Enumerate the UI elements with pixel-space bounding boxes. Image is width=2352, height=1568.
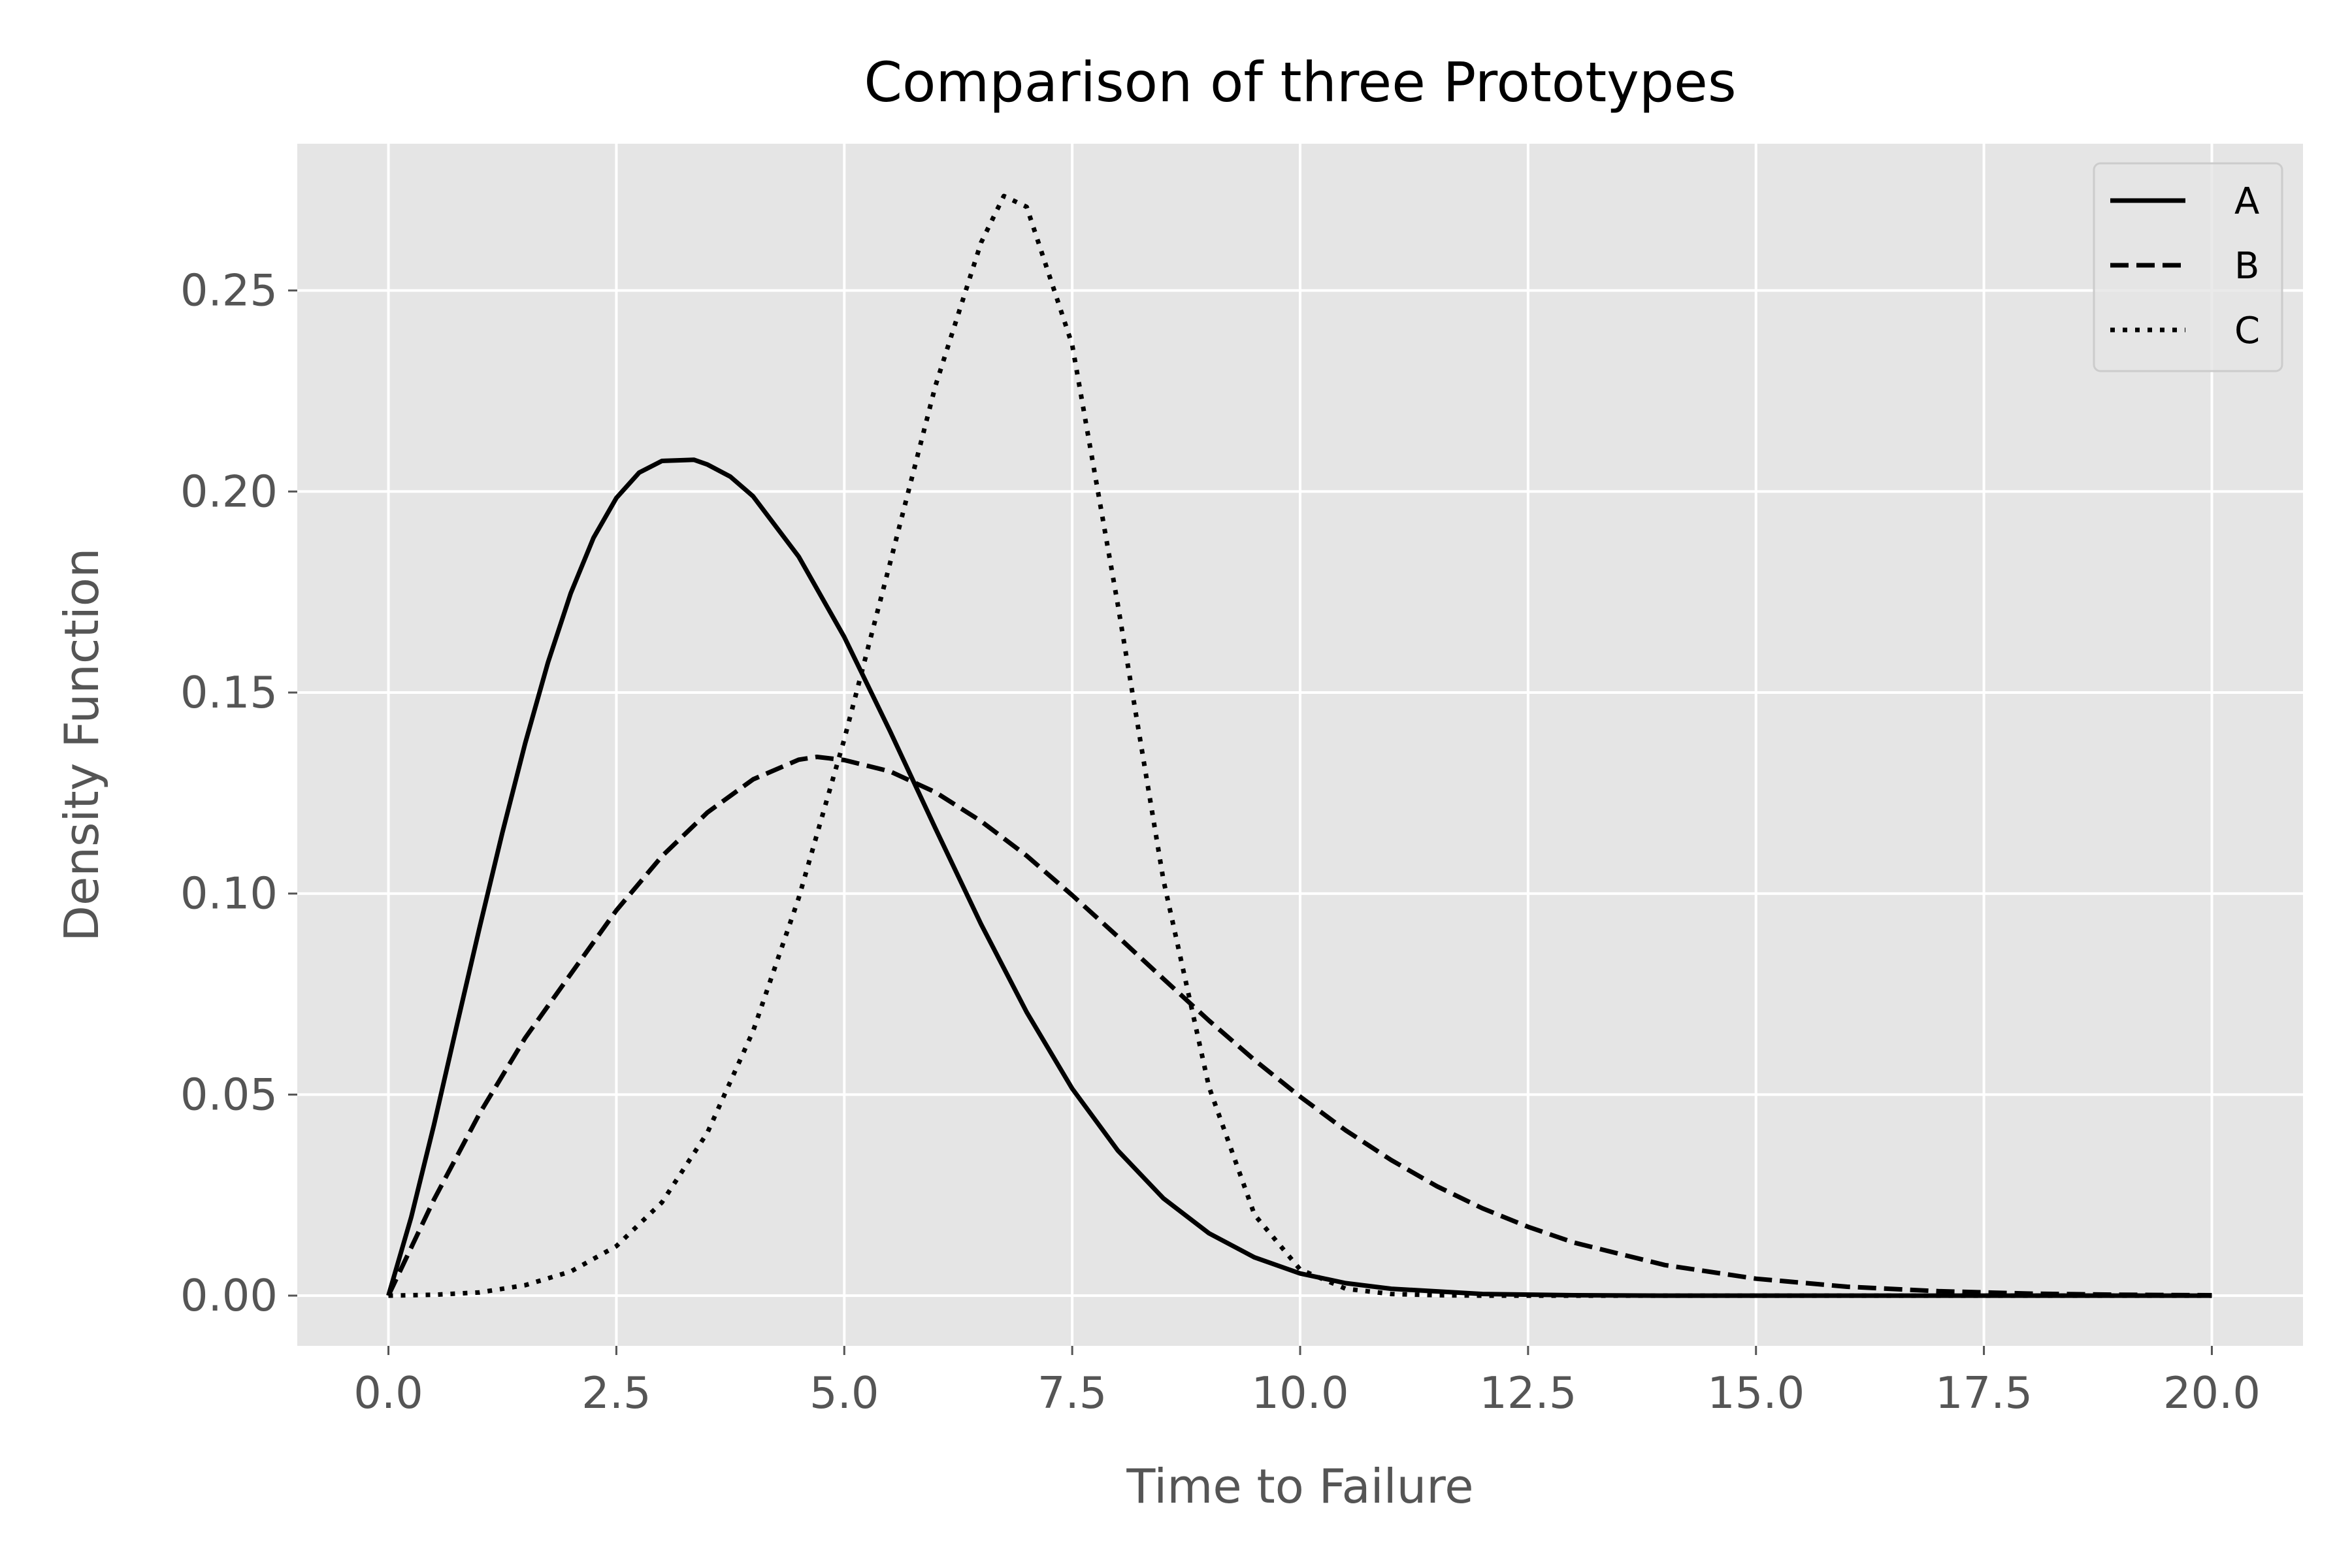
y-tick-label: 0.25	[180, 265, 278, 316]
x-tick-label: 5.0	[809, 1367, 879, 1418]
legend: ABC	[2093, 162, 2283, 372]
y-tick-label: 0.00	[180, 1270, 278, 1321]
x-tick-label: 12.5	[1479, 1367, 1576, 1418]
legend-label-c: C	[2234, 310, 2260, 352]
legend-label-a: A	[2234, 180, 2259, 223]
legend-box	[2093, 162, 2283, 372]
x-tick-label: 7.5	[1037, 1367, 1107, 1418]
y-axis-ticks: 0.00 0.05 0.10 0.15 0.20 0.25	[180, 265, 297, 1321]
y-tick-label: 0.15	[180, 667, 278, 718]
x-tick-label: 20.0	[2163, 1367, 2261, 1418]
y-tick-label: 0.10	[180, 868, 278, 919]
x-tick-label: 15.0	[1707, 1367, 1805, 1418]
y-axis-label: Density Function	[54, 548, 109, 942]
series-layer	[386, 193, 2212, 1298]
x-tick-label: 0.0	[353, 1367, 423, 1418]
x-tick-label: 10.0	[1251, 1367, 1348, 1418]
x-tick-label: 2.5	[581, 1367, 651, 1418]
x-axis-ticks: 0.0 2.5 5.0 7.5 10.0 12.5 15.0 17.5 20.0	[353, 1346, 2261, 1418]
y-tick-label: 0.20	[180, 466, 278, 517]
legend-label-b: B	[2234, 245, 2259, 287]
chart-title: Comparison of three Prototypes	[864, 50, 1736, 114]
x-axis-label: Time to Failure	[1126, 1459, 1473, 1514]
x-tick-label: 17.5	[1935, 1367, 2033, 1418]
y-tick-label: 0.05	[180, 1069, 278, 1120]
